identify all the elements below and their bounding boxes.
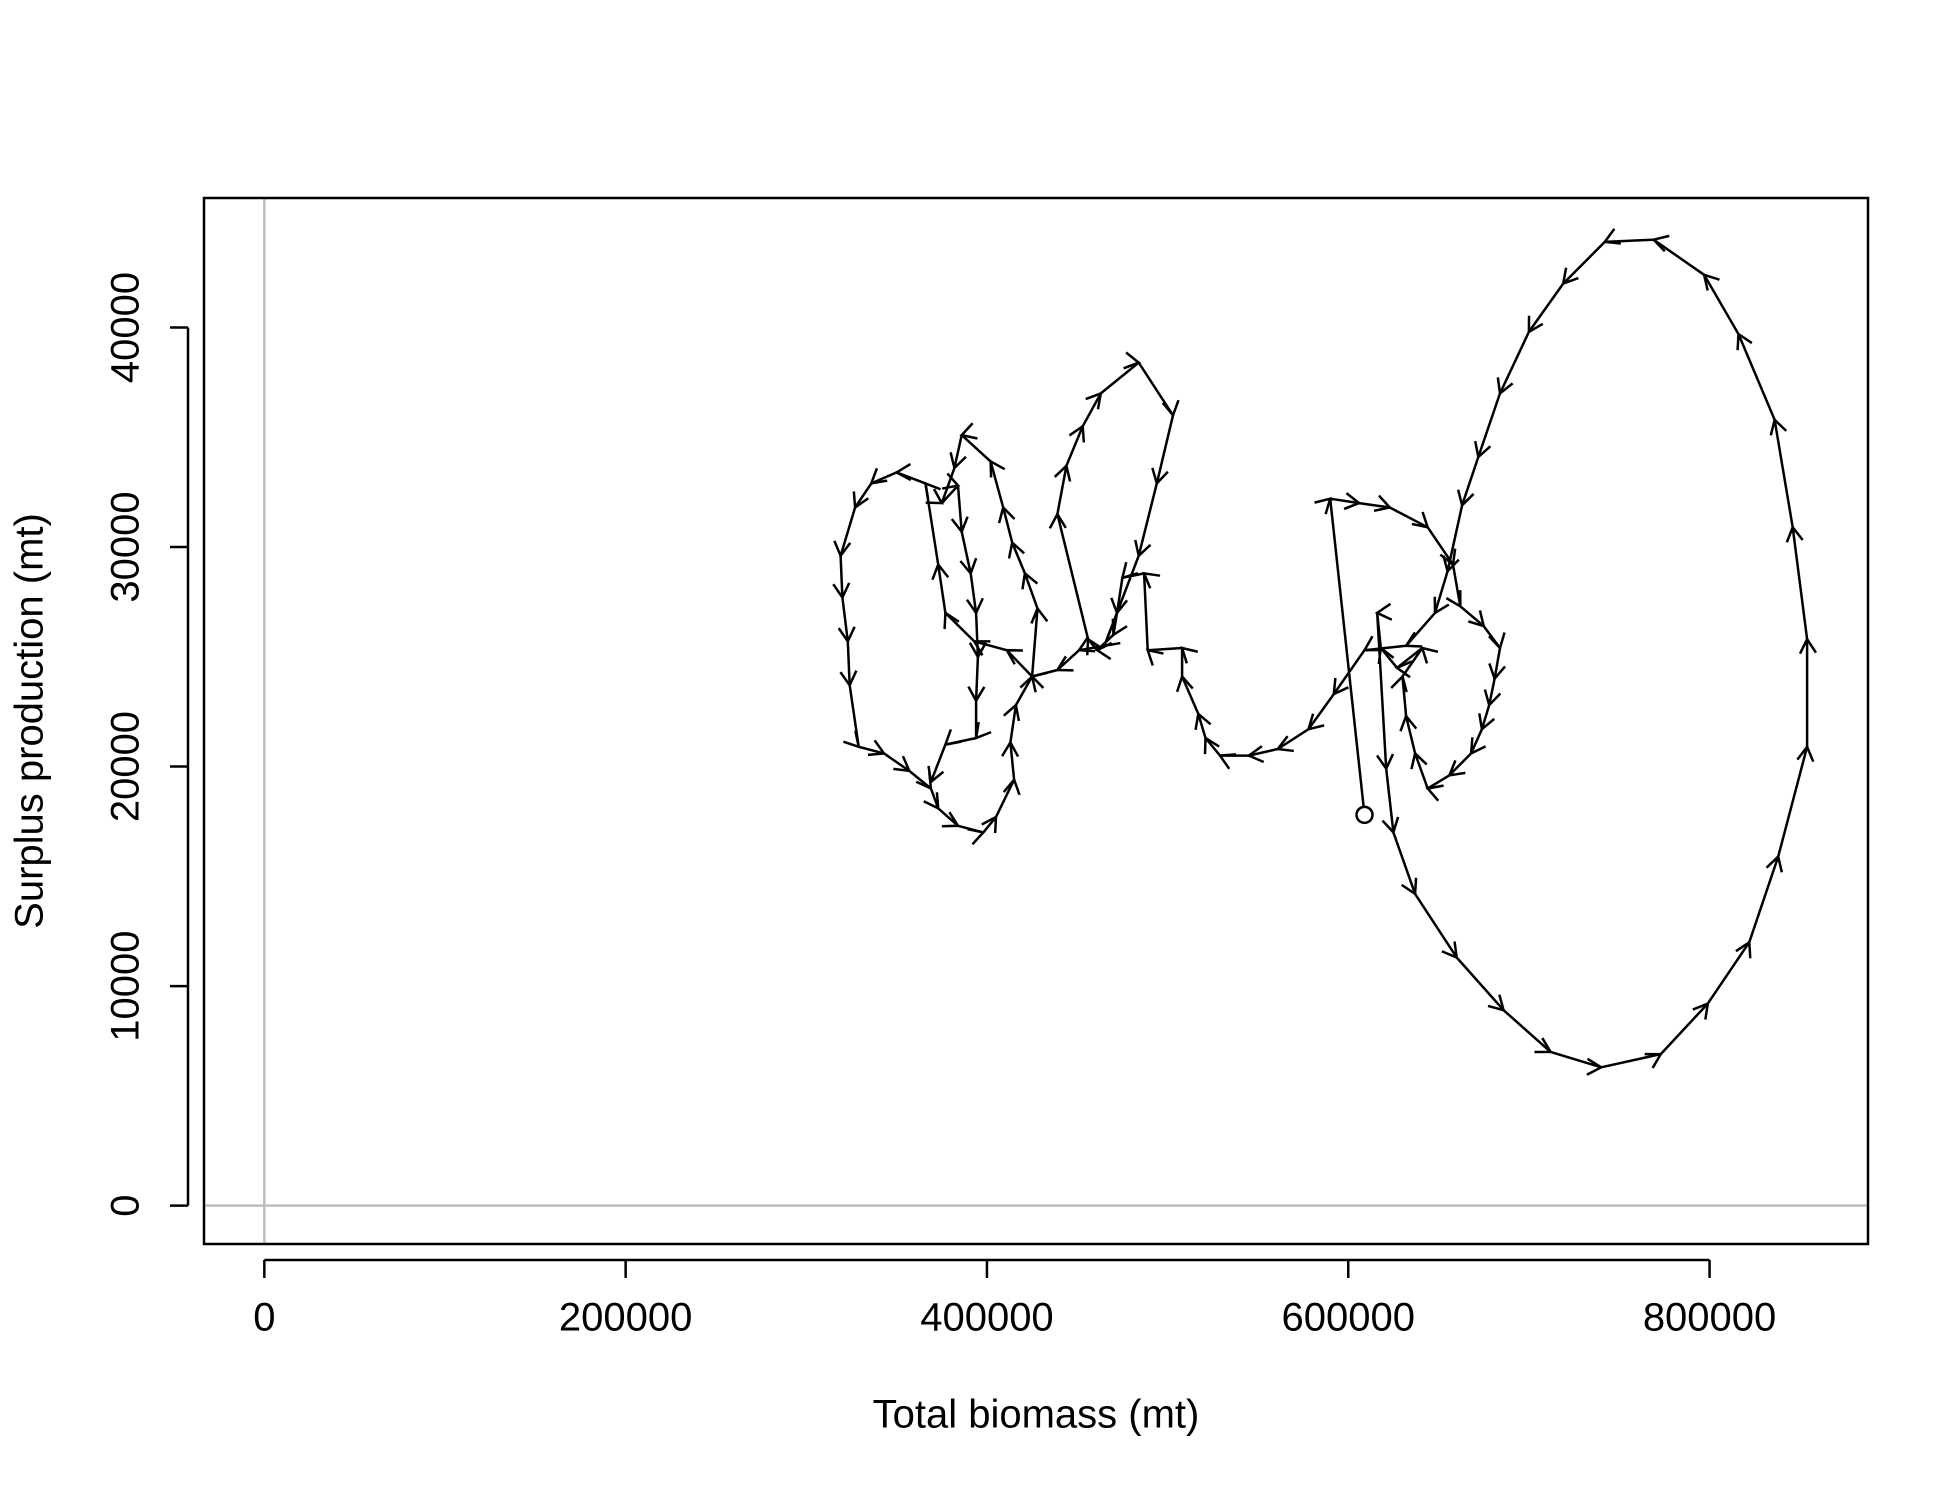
y-tick-label: 10000	[104, 930, 148, 1041]
x-tick-label: 200000	[559, 1296, 692, 1340]
start-point	[1355, 805, 1374, 825]
x-tick-label: 600000	[1282, 1296, 1415, 1340]
y-tick-label: 40000	[104, 272, 148, 383]
y-tick-label: 20000	[104, 711, 148, 822]
trajectory-line	[832, 228, 1818, 1076]
y-tick-label: 30000	[104, 491, 148, 602]
x-tick-label: 400000	[920, 1296, 1053, 1340]
plot-frame	[202, 196, 1870, 1246]
x-tick-label: 800000	[1643, 1296, 1776, 1340]
y-tick-label: 0	[104, 1194, 148, 1216]
y-axis-label: Surplus production (mt)	[8, 513, 52, 929]
x-axis-label: Total biomass (mt)	[873, 1393, 1200, 1437]
x-tick-label: 0	[253, 1296, 275, 1340]
